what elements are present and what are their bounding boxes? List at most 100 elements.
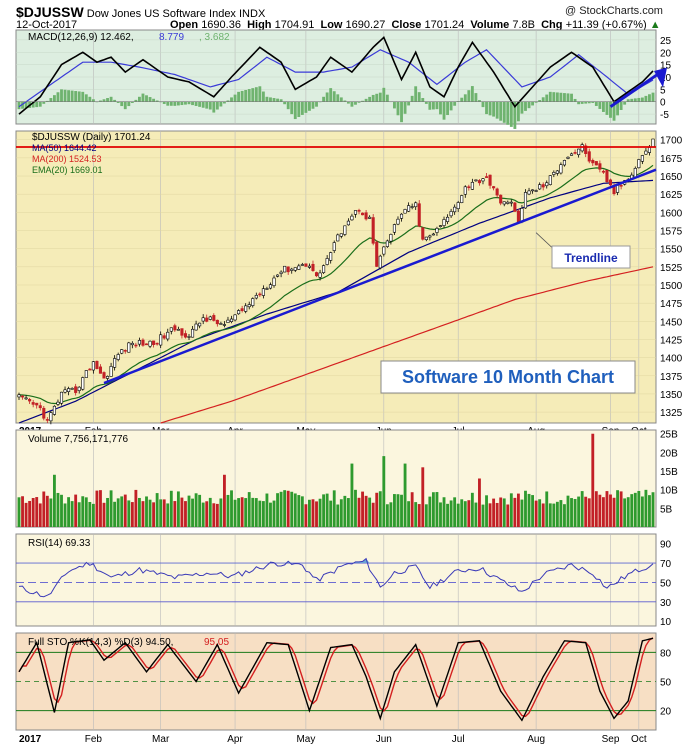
- volume-bar: [24, 502, 28, 527]
- macd-histogram-bar: [559, 92, 563, 102]
- price-tick-label: 1425: [660, 335, 683, 346]
- candle-body: [389, 234, 393, 242]
- volume-bar: [258, 500, 262, 527]
- macd-tick-label: 5: [660, 85, 666, 96]
- macd-histogram-bar: [329, 88, 333, 102]
- candle-body: [538, 184, 542, 190]
- candle-body: [226, 319, 230, 323]
- macd-histogram-bar: [77, 91, 81, 102]
- candle-body: [279, 271, 283, 274]
- candle-body: [208, 316, 212, 320]
- chg-value: +11.39 (+0.67%): [565, 19, 647, 31]
- macd-histogram-bar: [630, 98, 634, 102]
- candle-body: [651, 138, 655, 148]
- macd-histogram-bar: [184, 101, 187, 105]
- rsi-tick-label: 90: [660, 540, 672, 551]
- volume-bar: [70, 501, 74, 527]
- volume-bar: [474, 502, 478, 527]
- macd-legend-signal: 8.779: [159, 32, 184, 43]
- price-tick-label: 1475: [660, 299, 683, 310]
- ma200-legend: MA(200) 1524.53: [32, 154, 102, 164]
- volume-bar: [488, 503, 492, 527]
- candle-body: [318, 272, 322, 278]
- candle-body: [492, 186, 496, 189]
- macd-histogram-bar: [56, 92, 60, 102]
- macd-histogram-bar: [378, 92, 382, 102]
- volume-bar: [77, 502, 81, 527]
- macd-histogram-bar: [173, 101, 177, 106]
- macd-histogram-bar: [109, 96, 113, 102]
- volume-bar: [254, 498, 258, 527]
- macd-histogram-bar: [364, 98, 368, 102]
- volume-bar: [169, 490, 173, 527]
- volume-bar: [591, 433, 595, 527]
- volume-bar: [385, 504, 389, 527]
- macd-histogram-bar: [336, 94, 340, 102]
- macd-histogram-bar: [123, 101, 127, 110]
- volume-bar: [84, 497, 88, 527]
- macd-histogram-bar: [120, 101, 124, 107]
- sto-d-line: [18, 637, 654, 718]
- macd-histogram-bar: [605, 101, 609, 115]
- macd-line: [18, 36, 654, 115]
- volume-bar: [45, 495, 49, 527]
- volume-bar: [244, 498, 248, 527]
- candle-body: [183, 333, 188, 338]
- macd-histogram-bar: [145, 95, 148, 102]
- candle-body: [438, 225, 443, 227]
- candle-body: [385, 240, 389, 247]
- candle-body: [470, 181, 474, 190]
- volume-bar: [116, 498, 120, 527]
- volume-bar: [95, 490, 99, 527]
- candle-body: [137, 340, 141, 345]
- candle-body: [67, 388, 71, 392]
- candle-body: [215, 319, 219, 325]
- macd-histogram-bar: [293, 101, 297, 120]
- candle-body: [410, 206, 414, 208]
- volume-bar: [141, 501, 145, 527]
- macd-histogram-bar: [361, 100, 364, 102]
- candle-body: [293, 267, 297, 271]
- volume-tick-label: 5B: [660, 504, 673, 515]
- candle-body: [113, 358, 117, 368]
- candle-body: [35, 402, 39, 406]
- macd-histogram-bar: [492, 101, 496, 117]
- volume-bar: [506, 504, 510, 527]
- macd-histogram-bar: [265, 96, 269, 102]
- candle-body: [336, 234, 340, 242]
- candle-body: [577, 148, 581, 156]
- candle-body: [258, 293, 262, 296]
- volume-bar: [587, 498, 591, 527]
- macd-histogram-bar: [538, 100, 542, 102]
- volume-bar: [261, 501, 265, 527]
- volume-tick-label: 15B: [660, 467, 678, 478]
- macd-histogram-bar: [566, 93, 570, 102]
- macd-histogram-bar: [485, 101, 488, 115]
- candle-body: [616, 184, 620, 193]
- candle-body: [307, 265, 311, 268]
- price-tick-label: 1575: [660, 227, 683, 238]
- candle-body: [637, 159, 641, 169]
- macd-tick-label: 25: [660, 36, 672, 47]
- candle-body: [569, 153, 574, 156]
- candle-body: [95, 360, 99, 369]
- candle-body: [527, 190, 531, 195]
- macd-histogram-bar: [45, 100, 49, 102]
- volume-bar: [240, 497, 244, 527]
- macd-histogram-bar: [304, 101, 308, 113]
- candle-body: [201, 317, 205, 322]
- candle-body: [166, 331, 170, 340]
- macd-histogram-bar: [24, 101, 28, 109]
- volume-bar: [513, 497, 517, 527]
- ema20-line: [18, 164, 654, 405]
- macd-histogram-bar: [531, 101, 534, 106]
- candle-body: [467, 186, 471, 189]
- candle-body: [375, 241, 379, 267]
- volume-bar: [152, 502, 156, 527]
- candle-body: [304, 263, 308, 267]
- volume-bar: [28, 500, 32, 527]
- macd-histogram-bar: [488, 101, 492, 116]
- macd-histogram-bar: [272, 98, 276, 102]
- macd-histogram-bar: [481, 101, 485, 108]
- macd-histogram-bar: [520, 101, 524, 114]
